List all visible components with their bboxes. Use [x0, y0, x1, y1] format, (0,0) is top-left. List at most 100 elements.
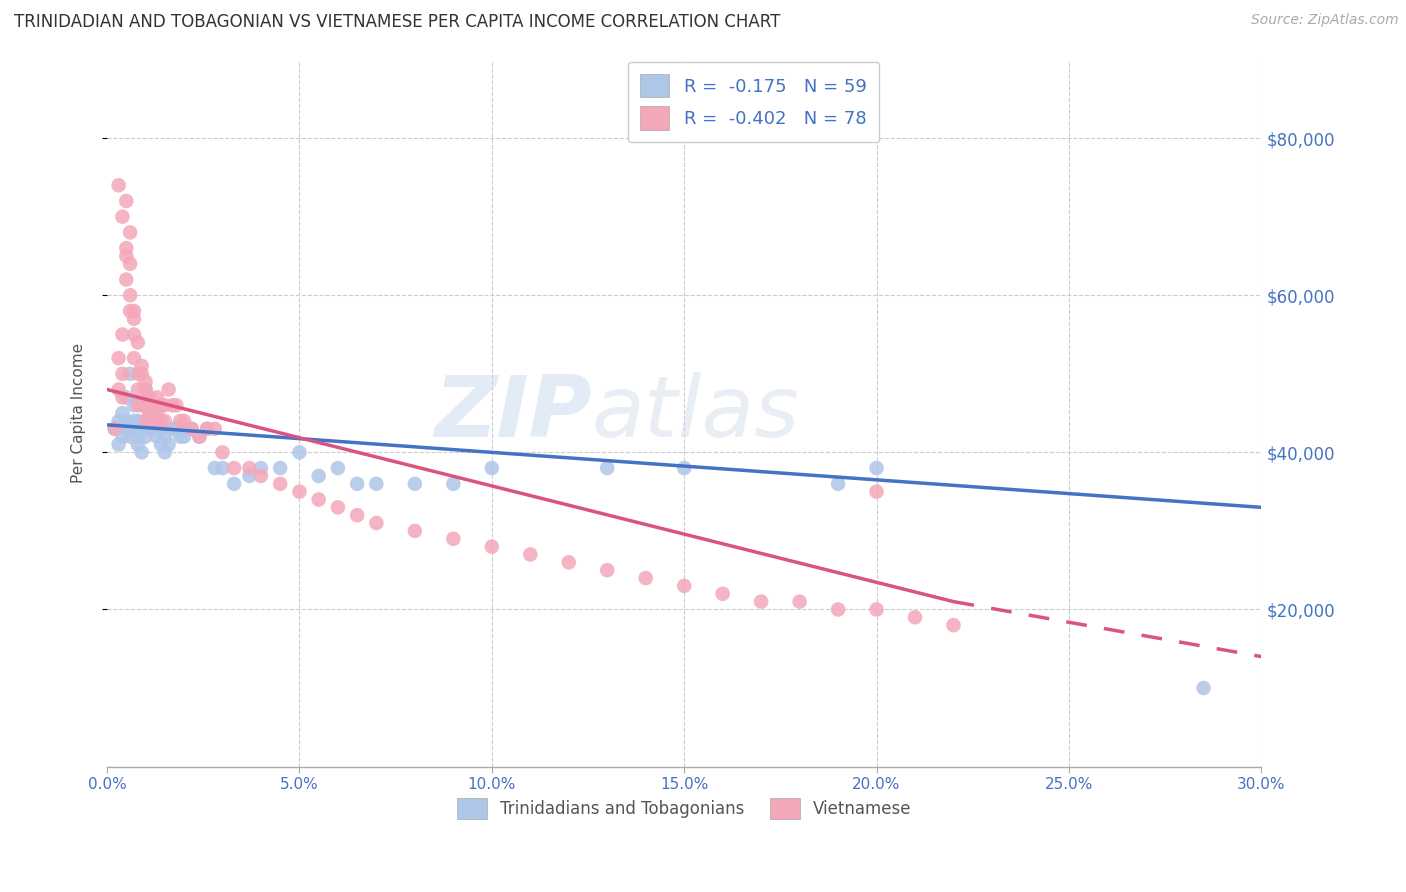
Point [135, 375, 157, 389]
Point [188, 430, 211, 444]
Point [107, 414, 129, 428]
Text: Source: ZipAtlas.com: Source: ZipAtlas.com [1251, 13, 1399, 28]
Point [122, 351, 145, 365]
Point [169, 430, 191, 444]
Point [107, 351, 129, 365]
Point [122, 311, 145, 326]
Point [673, 461, 696, 475]
Text: atlas: atlas [592, 372, 800, 455]
Point [115, 249, 138, 263]
Point [211, 461, 233, 475]
Point [115, 390, 138, 404]
Point [250, 469, 273, 483]
Point [366, 476, 388, 491]
Point [104, 422, 127, 436]
Point [153, 398, 176, 412]
Legend: Trinidadians and Tobagonians, Vietnamese: Trinidadians and Tobagonians, Vietnamese [450, 792, 918, 825]
Point [120, 367, 142, 381]
Point [111, 406, 134, 420]
Point [135, 383, 157, 397]
Point [711, 587, 734, 601]
Point [942, 618, 965, 632]
Point [1192, 681, 1215, 695]
Point [127, 335, 149, 350]
Point [238, 461, 260, 475]
Point [180, 422, 202, 436]
Point [120, 304, 142, 318]
Text: TRINIDADIAN AND TOBAGONIAN VS VIETNAMESE PER CAPITA INCOME CORRELATION CHART: TRINIDADIAN AND TOBAGONIAN VS VIETNAMESE… [14, 13, 780, 31]
Point [157, 383, 180, 397]
Point [634, 571, 657, 585]
Point [149, 398, 172, 412]
Point [135, 414, 157, 428]
Point [127, 437, 149, 451]
Point [865, 602, 887, 616]
Point [288, 445, 311, 459]
Point [131, 359, 153, 373]
Point [127, 398, 149, 412]
Point [404, 476, 426, 491]
Point [120, 430, 142, 444]
Point [173, 414, 195, 428]
Point [111, 430, 134, 444]
Point [346, 476, 368, 491]
Point [135, 414, 157, 428]
Point [122, 422, 145, 436]
Point [135, 383, 157, 397]
Point [107, 437, 129, 451]
Point [188, 430, 211, 444]
Point [142, 414, 165, 428]
Point [169, 414, 191, 428]
Point [142, 398, 165, 412]
Point [146, 422, 169, 436]
Point [122, 304, 145, 318]
Point [153, 414, 176, 428]
Point [157, 437, 180, 451]
Point [222, 476, 245, 491]
Point [122, 398, 145, 412]
Point [111, 327, 134, 342]
Point [195, 422, 218, 436]
Point [153, 445, 176, 459]
Point [865, 484, 887, 499]
Point [673, 579, 696, 593]
Point [120, 422, 142, 436]
Point [131, 398, 153, 412]
Point [180, 422, 202, 436]
Point [135, 430, 157, 444]
Point [131, 422, 153, 436]
Point [107, 383, 129, 397]
Text: ZIP: ZIP [434, 372, 592, 455]
Point [138, 406, 160, 420]
Point [142, 406, 165, 420]
Point [346, 508, 368, 523]
Point [111, 390, 134, 404]
Point [104, 422, 127, 436]
Point [146, 430, 169, 444]
Point [269, 476, 291, 491]
Point [120, 257, 142, 271]
Point [326, 500, 349, 515]
Point [115, 272, 138, 286]
Point [481, 540, 503, 554]
Point [162, 422, 184, 436]
Point [288, 484, 311, 499]
Point [519, 548, 541, 562]
Point [269, 461, 291, 475]
Point [127, 430, 149, 444]
Point [904, 610, 927, 624]
Point [308, 492, 330, 507]
Point [827, 602, 849, 616]
Point [138, 422, 160, 436]
Point [122, 327, 145, 342]
Point [204, 422, 226, 436]
Point [138, 390, 160, 404]
Point [135, 398, 157, 412]
Point [366, 516, 388, 530]
Point [238, 469, 260, 483]
Point [749, 594, 772, 608]
Point [146, 406, 169, 420]
Point [146, 390, 169, 404]
Point [153, 430, 176, 444]
Point [131, 367, 153, 381]
